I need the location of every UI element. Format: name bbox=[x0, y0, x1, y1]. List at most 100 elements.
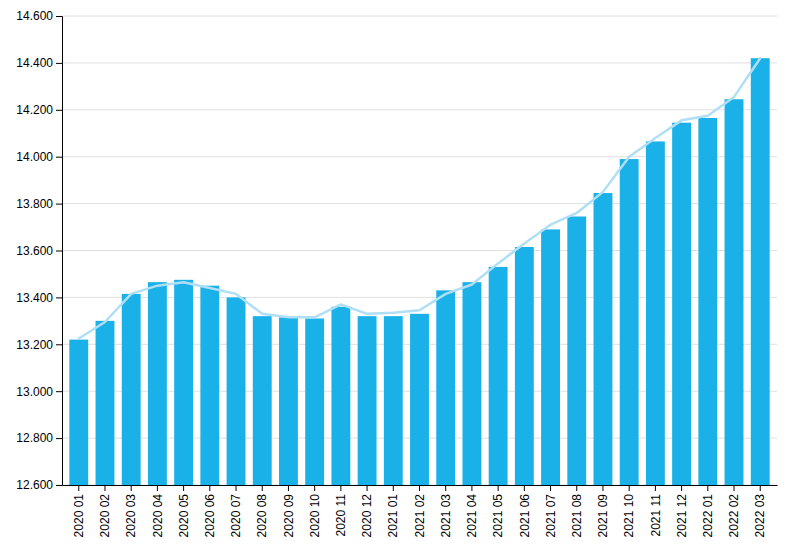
x-tick-mark bbox=[262, 485, 263, 491]
x-tick: 2020 11 bbox=[334, 485, 348, 537]
y-tick-label: 12.600 bbox=[16, 478, 53, 492]
x-tick-label: 2021 11 bbox=[649, 494, 663, 537]
y-tick-label: 13.000 bbox=[16, 385, 53, 399]
y-axis-line bbox=[56, 17, 63, 486]
x-tick-label: 2020 04 bbox=[151, 494, 165, 538]
bar bbox=[148, 282, 167, 485]
x-tick: 2020 05 bbox=[177, 485, 191, 537]
y-tick: 14.400 bbox=[16, 56, 62, 70]
grid-line bbox=[62, 297, 777, 298]
x-tick-mark bbox=[419, 485, 420, 491]
y-tick-mark bbox=[56, 16, 62, 17]
y-tick-mark bbox=[56, 110, 62, 111]
bar bbox=[725, 99, 744, 485]
x-tick-mark bbox=[498, 485, 499, 491]
bar bbox=[646, 141, 665, 485]
bar bbox=[698, 118, 717, 485]
x-tick-mark bbox=[629, 485, 630, 491]
x-tick: 2021 02 bbox=[413, 485, 427, 537]
chart-svg: 12.60012.80013.00013.20013.40013.60013.8… bbox=[0, 0, 797, 551]
x-tick-mark bbox=[524, 485, 525, 491]
y-tick: 14.000 bbox=[16, 150, 62, 164]
x-tick-mark bbox=[550, 485, 551, 491]
x-tick-label: 2020 10 bbox=[308, 494, 322, 538]
x-tick: 2020 03 bbox=[124, 485, 138, 537]
y-tick-mark bbox=[56, 391, 62, 392]
grid-line bbox=[62, 203, 777, 204]
bar bbox=[279, 317, 298, 485]
y-tick-label: 14.000 bbox=[16, 150, 53, 164]
bar bbox=[305, 319, 324, 485]
x-tick: 2020 04 bbox=[151, 485, 165, 537]
x-tick-mark bbox=[340, 485, 341, 491]
bar-series bbox=[69, 58, 769, 485]
x-tick-label: 2020 12 bbox=[360, 494, 374, 538]
bar bbox=[200, 286, 219, 485]
x-tick-label: 2020 05 bbox=[177, 494, 191, 538]
plot: 12.60012.80013.00013.20013.40013.60013.8… bbox=[16, 9, 777, 537]
x-tick: 2020 02 bbox=[98, 485, 112, 537]
x-tick-label: 2021 02 bbox=[413, 494, 427, 538]
x-tick: 2021 12 bbox=[675, 485, 689, 537]
x-tick-mark bbox=[681, 485, 682, 491]
bar bbox=[515, 247, 534, 485]
y-tick: 13.800 bbox=[16, 197, 62, 211]
x-tick: 2020 10 bbox=[308, 485, 322, 537]
grid-line bbox=[62, 16, 777, 17]
grid-line bbox=[62, 156, 777, 157]
x-tick-mark bbox=[314, 485, 315, 491]
x-tick-label: 2021 08 bbox=[570, 494, 584, 538]
x-tick-label: 2022 02 bbox=[727, 494, 741, 538]
x-tick: 2022 01 bbox=[701, 485, 715, 537]
x-tick-label: 2020 11 bbox=[334, 494, 348, 537]
x-tick: 2020 08 bbox=[255, 485, 269, 537]
x-tick-label: 2022 03 bbox=[753, 494, 767, 538]
bar bbox=[174, 280, 193, 485]
x-tick: 2021 11 bbox=[649, 485, 663, 537]
y-tick: 14.600 bbox=[16, 9, 62, 23]
y-tick: 13.200 bbox=[16, 338, 62, 352]
y-tick: 13.400 bbox=[16, 291, 62, 305]
bar bbox=[462, 282, 481, 485]
y-axis: 12.60012.80013.00013.20013.40013.60013.8… bbox=[16, 9, 62, 492]
y-tick-label: 13.800 bbox=[16, 197, 53, 211]
x-tick: 2021 10 bbox=[622, 485, 636, 537]
x-tick-mark bbox=[78, 485, 79, 491]
bar bbox=[410, 314, 429, 485]
y-tick-label: 14.200 bbox=[16, 103, 53, 117]
y-tick-mark bbox=[56, 438, 62, 439]
x-tick: 2022 02 bbox=[727, 485, 741, 537]
bar bbox=[227, 297, 246, 485]
y-tick-label: 14.400 bbox=[16, 56, 53, 70]
x-tick: 2021 03 bbox=[439, 485, 453, 537]
y-tick: 13.600 bbox=[16, 244, 62, 258]
x-tick-label: 2021 12 bbox=[675, 494, 689, 538]
x-tick-mark bbox=[209, 485, 210, 491]
x-tick-mark bbox=[288, 485, 289, 491]
y-tick: 14.200 bbox=[16, 103, 62, 117]
bar bbox=[672, 123, 691, 485]
x-axis: 2020 012020 022020 032020 042020 052020 … bbox=[63, 485, 778, 537]
bar bbox=[331, 307, 350, 485]
x-tick-label: 2021 03 bbox=[439, 494, 453, 538]
x-tick-mark bbox=[471, 485, 472, 491]
x-tick-label: 2020 07 bbox=[229, 494, 243, 538]
x-tick-label: 2021 01 bbox=[386, 494, 400, 538]
x-tick: 2021 06 bbox=[518, 485, 532, 537]
bar bbox=[69, 340, 88, 485]
x-tick-mark bbox=[236, 485, 237, 491]
y-tick-mark bbox=[56, 344, 62, 345]
y-tick-label: 13.600 bbox=[16, 244, 53, 258]
x-tick-label: 2020 08 bbox=[255, 494, 269, 538]
x-tick-mark bbox=[183, 485, 184, 491]
y-tick-mark bbox=[56, 297, 62, 298]
bar bbox=[620, 159, 639, 485]
x-tick-mark bbox=[445, 485, 446, 491]
line bbox=[79, 58, 760, 338]
y-tick-mark bbox=[56, 63, 62, 64]
y-tick-label: 13.400 bbox=[16, 291, 53, 305]
x-tick: 2020 12 bbox=[360, 485, 374, 537]
x-tick-mark bbox=[157, 485, 158, 491]
y-tick-mark bbox=[56, 157, 62, 158]
x-tick-mark bbox=[576, 485, 577, 491]
